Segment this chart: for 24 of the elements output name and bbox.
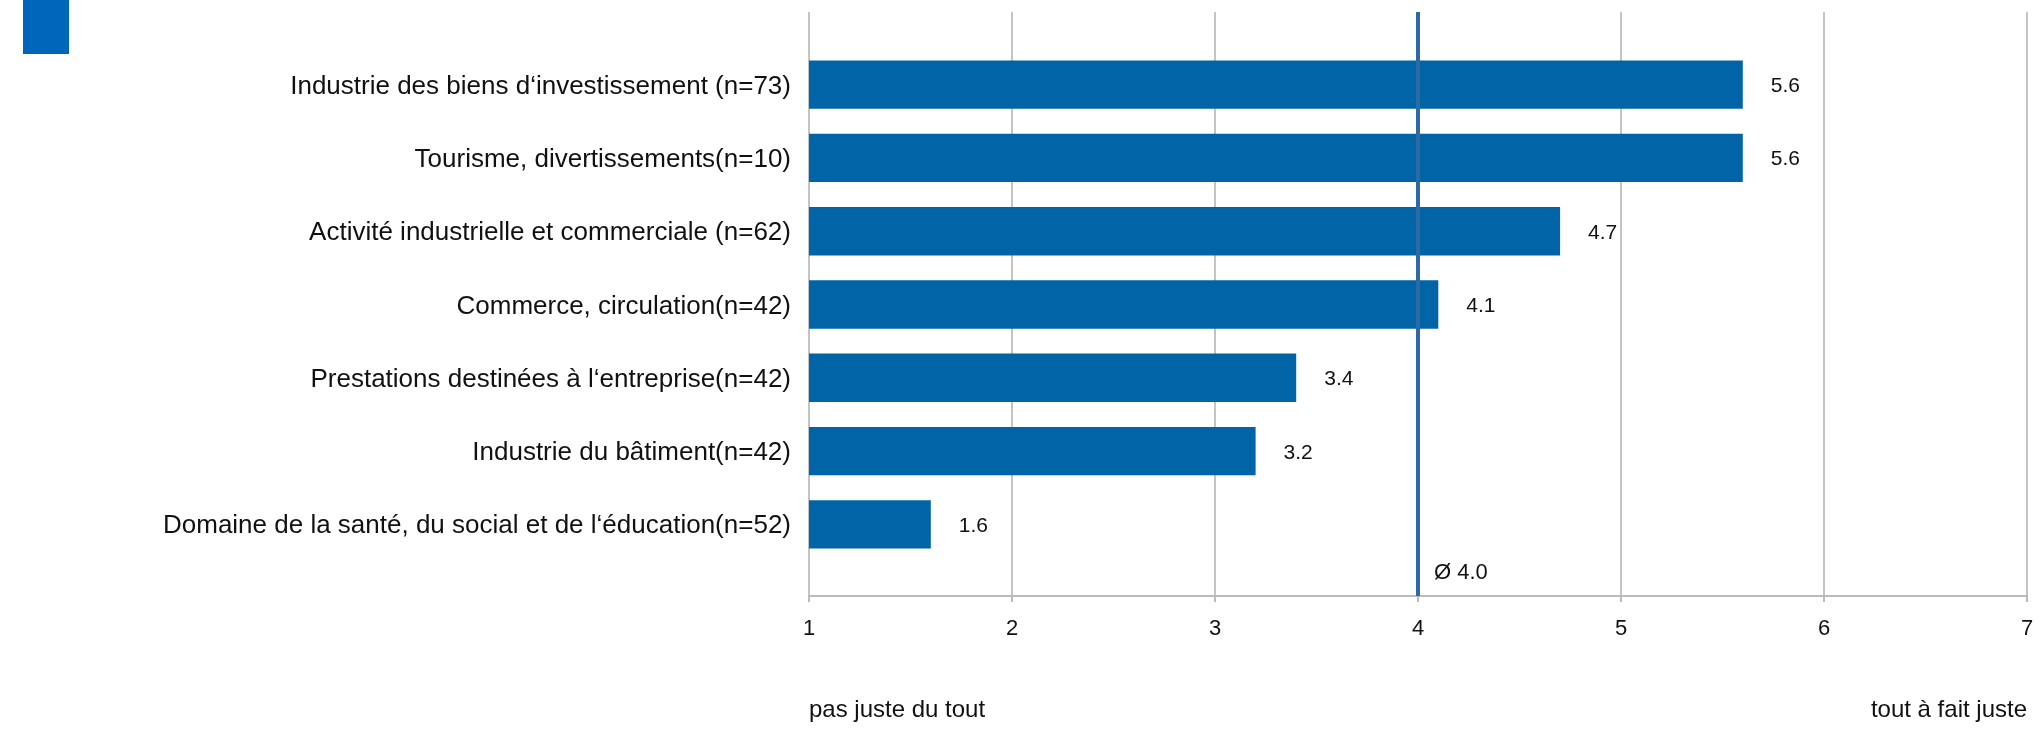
- x-tick-label: 7: [2020, 614, 2034, 640]
- y-tick-label: Industrie du bâtiment(n=42): [472, 436, 791, 467]
- data-label: 4.1: [1466, 293, 1496, 316]
- text: tout à fait juste: [1870, 694, 2027, 722]
- x-tick-label: 5: [1614, 614, 1628, 640]
- y-tick-label: Domaine de la santé, du social et de l‘éducation(n=52): [162, 509, 791, 540]
- x-tick-label: 3: [1208, 614, 1222, 640]
- y-tick-label: Activité industrielle et commerciale (n=62): [309, 216, 791, 247]
- x-tick-label: 1: [802, 614, 816, 640]
- data-label: 4.7: [1588, 219, 1618, 243]
- data-label: 5.6: [1770, 146, 1800, 170]
- data-label: 1.6: [958, 512, 988, 536]
- x-tick-label: 4: [1411, 614, 1425, 640]
- text: pas juste du tout: [809, 694, 986, 722]
- ref-line-label: Ø 4.0: [1434, 558, 1488, 584]
- x-tick-label: 6: [1817, 614, 1831, 640]
- x-tick-label: 2: [1005, 614, 1019, 640]
- y-tick-label: Industrie des biens d‘investissement (n=73): [290, 69, 791, 100]
- y-tick-label: Prestations destinées à l‘entreprise(n=42): [310, 362, 791, 393]
- data-label: 3.4: [1324, 366, 1354, 390]
- y-tick-label: Commerce, circulation(n=42): [456, 289, 791, 320]
- y-tick-label: Tourisme, divertissements(n=10): [414, 142, 791, 173]
- data-label: 3.2: [1283, 439, 1313, 463]
- data-label: 5.6: [1770, 73, 1800, 97]
